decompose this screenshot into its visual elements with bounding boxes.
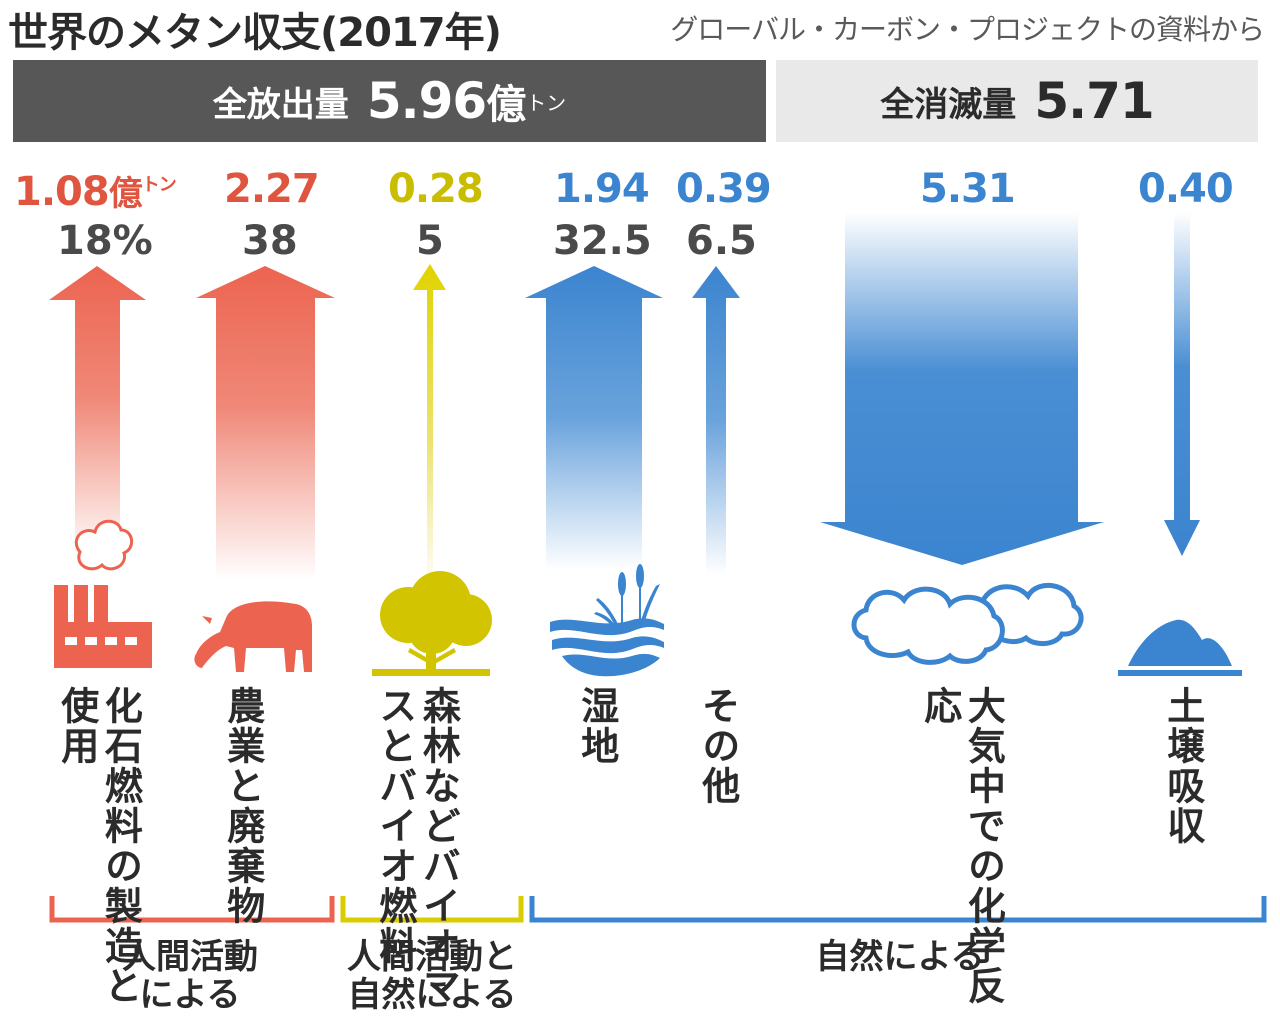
source-percent-agriculture: 38 — [242, 218, 298, 264]
sink-label-soil: 土壌吸収 — [1160, 686, 1205, 846]
factory-icon — [54, 519, 152, 668]
group-label-natural: 自然による — [815, 937, 985, 977]
arrow-chemical — [820, 212, 1104, 565]
source-percent-wetland: 32.5 — [553, 218, 652, 264]
page-title: 世界のメタン収支(2017年) — [8, 10, 502, 56]
source-note: グローバル・カーボン・プロジェクトの資料から — [670, 13, 1265, 46]
bracket-human — [49, 896, 335, 923]
source-label-biomass: 森林などバイオマスとバイオ燃料 — [372, 686, 461, 1006]
arrow-other — [692, 266, 740, 575]
emission-total-label: 全放出量 — [212, 84, 349, 125]
soil-icon — [1118, 619, 1242, 676]
cloud-icon — [851, 583, 1084, 665]
source-percent-biomass: 5 — [416, 218, 444, 264]
source-value-biomass: 0.28 — [388, 166, 484, 212]
source-percent-other: 6.5 — [686, 218, 757, 264]
sink-label-chemical: 大気中での化学反応 — [917, 686, 1006, 1006]
emission-total-value: 5.96 — [366, 72, 487, 130]
source-value-agriculture: 2.27 — [224, 166, 320, 212]
arrow-fossil — [49, 266, 146, 560]
bracket-mixed — [340, 896, 524, 923]
source-percent-fossil: 18% — [57, 218, 153, 264]
source-label-agriculture: 農業と廃棄物 — [220, 686, 265, 926]
source-label-wetland: 湿地 — [574, 686, 619, 766]
source-label-fossil: 化石燃料の製造と使用 — [54, 686, 143, 1006]
arrow-agriculture — [196, 266, 335, 580]
sink-total-bar: 全消滅量 5.71 — [776, 60, 1258, 142]
bracket-natural — [529, 896, 1267, 923]
arrow-biomass — [413, 264, 446, 590]
source-value-wetland: 1.94 — [554, 166, 650, 212]
group-label-human: 人間活動 による — [122, 937, 258, 1016]
source-value-fossil: 1.08億トン — [14, 169, 177, 215]
cow-icon — [194, 601, 312, 672]
tree-icon — [372, 571, 492, 676]
sink-value-chemical: 5.31 — [920, 166, 1016, 212]
source-label-other: その他 — [695, 686, 740, 806]
emission-total-unit-sup: トン — [526, 90, 567, 115]
group-label-mixed: 人間活動と 自然による — [347, 937, 517, 1016]
source-value-other: 0.39 — [676, 166, 772, 212]
sink-value-soil: 0.40 — [1138, 166, 1234, 212]
emission-total-unit: 億 — [486, 82, 527, 128]
emission-total-bar: 全放出量 5.96 億 トン — [13, 60, 766, 142]
sink-total-label: 全消滅量 — [880, 84, 1017, 125]
sink-total-value: 5.71 — [1034, 72, 1154, 130]
arrow-soil — [1164, 212, 1200, 556]
arrow-wetland — [525, 266, 663, 570]
wetland-icon — [550, 564, 664, 677]
